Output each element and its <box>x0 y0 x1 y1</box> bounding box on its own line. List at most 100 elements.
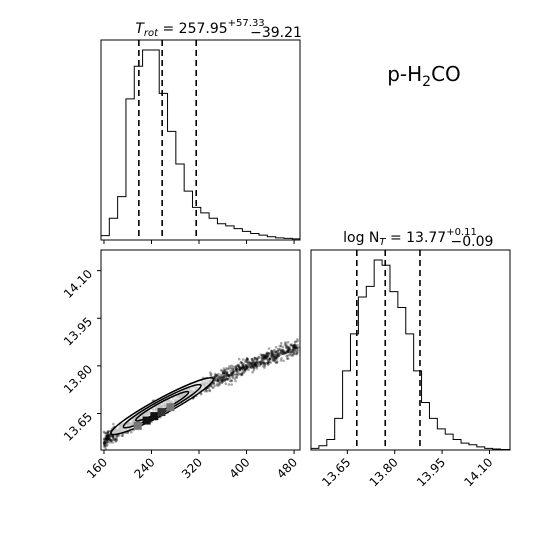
scatter-point <box>258 360 262 364</box>
scatter-point <box>261 358 265 362</box>
scatter-point <box>276 350 279 353</box>
scatter-point <box>287 348 291 352</box>
scatter-point <box>271 355 274 358</box>
scatter-point <box>230 379 233 382</box>
scatter-point <box>276 353 280 356</box>
scatter-point <box>248 360 251 364</box>
scatter-point <box>256 360 260 364</box>
scatter-point <box>261 360 265 364</box>
scatter-point <box>108 435 111 438</box>
scatter-point <box>263 363 266 366</box>
scatter-point <box>251 358 254 362</box>
scatter-point <box>282 352 285 356</box>
scatter-point <box>255 361 258 365</box>
scatter-point <box>266 355 270 358</box>
trot-histogram <box>100 40 301 240</box>
scatter-point <box>245 367 249 371</box>
scatter-point <box>241 363 244 367</box>
scatter-point <box>225 371 229 375</box>
scatter-point <box>254 362 257 365</box>
scatter-point <box>225 372 229 375</box>
scatter-point <box>264 362 268 365</box>
scatter-point <box>272 355 276 359</box>
scatter-point <box>261 354 264 357</box>
scatter-point <box>237 373 240 376</box>
scatter-point <box>292 344 296 347</box>
scatter-point <box>242 366 246 369</box>
density-cell <box>133 421 142 430</box>
scatter-point <box>217 377 220 380</box>
scatter-point <box>260 360 263 363</box>
scatter-point <box>270 351 274 354</box>
scatter-point <box>275 361 278 365</box>
scatter-point <box>252 366 256 370</box>
scatter-points <box>102 338 300 450</box>
scatter-point <box>265 351 269 355</box>
scatter-point <box>226 374 230 377</box>
scatter-point <box>262 357 266 360</box>
scatter-point <box>259 363 262 366</box>
logn-histogram-frame <box>310 249 511 451</box>
scatter-point <box>239 366 243 370</box>
scatter-point <box>256 362 260 365</box>
scatter-point <box>275 355 278 359</box>
scatter-point <box>214 374 217 378</box>
scatter-point <box>234 366 237 369</box>
scatter-point <box>275 353 278 357</box>
scatter-point <box>250 357 254 361</box>
scatter-point <box>227 367 231 370</box>
scatter-point <box>113 437 117 440</box>
scatter-point <box>273 356 276 360</box>
scatter-point <box>106 434 109 437</box>
scatter-point <box>104 437 108 440</box>
scatter-point <box>268 357 271 360</box>
scatter-point <box>251 364 254 367</box>
scatter-point <box>284 342 288 345</box>
scatter-point <box>220 379 224 383</box>
scatter-point <box>270 349 273 353</box>
scatter-point <box>287 349 290 353</box>
scatter-point <box>292 351 295 355</box>
scatter-point <box>231 376 235 380</box>
scatter-point <box>106 436 110 440</box>
scatter-point <box>269 361 273 364</box>
scatter-point <box>264 355 267 358</box>
scatter-point <box>282 359 285 363</box>
scatter-point <box>287 348 290 351</box>
scatter-point <box>240 372 243 376</box>
scatter-point <box>213 375 216 379</box>
scatter-point <box>276 349 280 353</box>
scatter-point <box>254 363 258 366</box>
scatter-point <box>292 352 296 355</box>
scatter-point <box>255 367 259 370</box>
scatter-point <box>289 350 293 354</box>
scatter-point <box>250 366 253 370</box>
scatter-point <box>244 366 247 370</box>
scatter-point <box>225 378 228 381</box>
scatter-point <box>286 354 290 357</box>
scatter-point <box>260 358 264 361</box>
scatter-point <box>240 360 243 364</box>
scatter-point <box>263 362 266 366</box>
scatter-point <box>225 367 228 370</box>
scatter-point <box>208 389 212 393</box>
scatter-point <box>238 366 241 369</box>
scatter-point <box>293 347 297 350</box>
scatter-point <box>215 373 219 377</box>
scatter-point <box>257 355 260 359</box>
scatter-point <box>246 364 250 368</box>
scatter-point <box>226 367 229 371</box>
scatter-point <box>256 357 259 361</box>
scatter-point <box>294 350 297 353</box>
scatter-point <box>241 358 245 361</box>
scatter-point <box>250 357 254 361</box>
scatter-point <box>274 356 278 360</box>
scatter-point <box>222 371 225 375</box>
scatter-point <box>236 371 240 374</box>
scatter-point <box>115 437 118 441</box>
density-cell <box>142 416 151 425</box>
scatter-point <box>223 370 226 374</box>
scatter-point <box>105 438 109 442</box>
scatter-point <box>262 353 266 357</box>
scatter-point <box>217 375 220 379</box>
